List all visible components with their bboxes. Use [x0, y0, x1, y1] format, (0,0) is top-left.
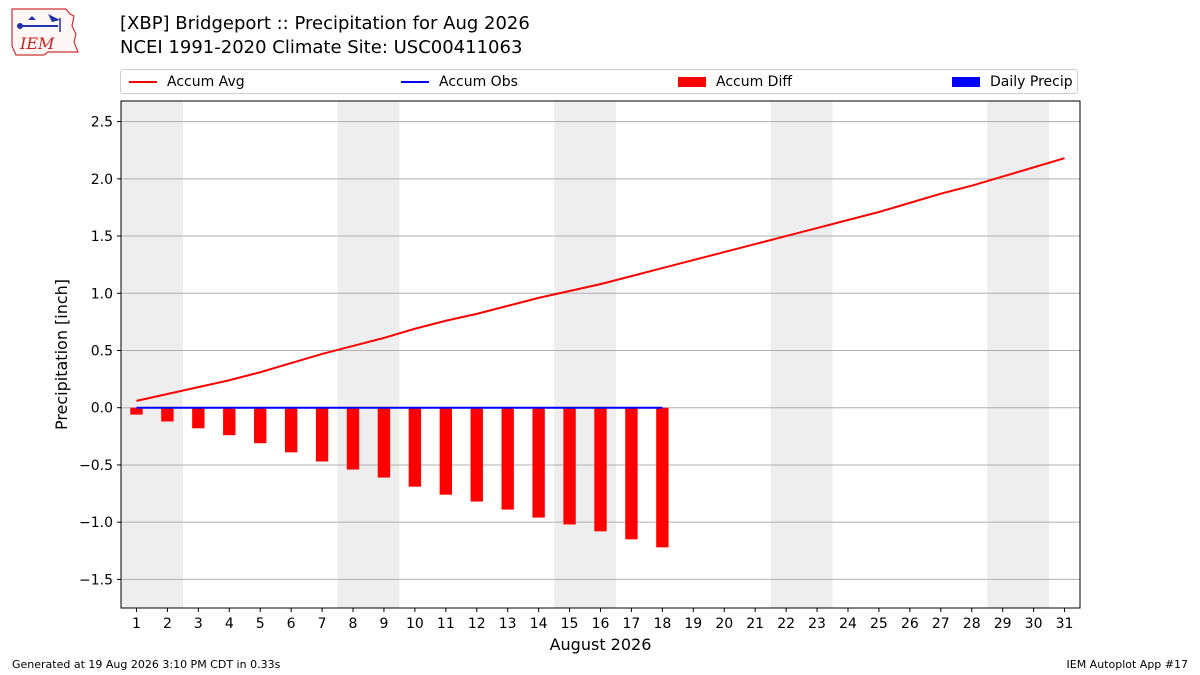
x-tick-label: 23: [808, 616, 826, 632]
weekend-shade-2: [337, 101, 400, 608]
y-tick-label: 1.0: [91, 286, 113, 302]
x-tick-label: 12: [468, 616, 486, 632]
logo-text: IEM: [19, 34, 55, 53]
y-tick-label: 1.5: [91, 229, 113, 245]
bar-accum-diff-1: [130, 407, 143, 415]
x-tick-label: 6: [287, 616, 296, 632]
x-tick-label: 30: [1025, 616, 1043, 632]
bar-accum-diff-2: [161, 407, 174, 422]
weekend-shade-4: [770, 101, 833, 608]
line-accum-avg: [136, 157, 1065, 402]
x-tick-label: 18: [653, 616, 671, 632]
y-tick-label: 2.0: [91, 172, 113, 188]
x-tick-label: 9: [379, 616, 388, 632]
weekend-shade-5: [987, 101, 1050, 608]
plot-frame: [120, 100, 1081, 609]
bar-accum-diff-9: [377, 407, 391, 478]
bar-accum-diff-4: [223, 407, 236, 436]
x-tick-label: 7: [318, 616, 327, 632]
legend-swatch-accum-diff: [678, 76, 706, 87]
bar-accum-diff-16: [594, 407, 607, 532]
bar-accum-diff-7: [315, 407, 329, 462]
chart-legend: Accum Avg Accum Obs Accum Diff Daily Pre…: [120, 69, 1078, 94]
x-tick-label: 17: [623, 616, 641, 632]
legend-label-daily-precip: Daily Precip: [990, 73, 1073, 90]
bar-accum-diff-5: [254, 407, 267, 444]
x-tick-label: 28: [963, 616, 981, 632]
y-tick-label: 0.0: [91, 401, 113, 417]
legend-swatch-daily-precip: [952, 76, 980, 87]
bar-accum-diff-14: [532, 407, 545, 518]
weekend-shade-1: [121, 101, 183, 608]
x-tick-label: 26: [901, 616, 919, 632]
x-tick-label: 5: [256, 616, 265, 632]
y-tick-label: −1.5: [79, 572, 113, 588]
y-axis-label: Precipitation [inch]: [52, 279, 71, 430]
footer-generated: Generated at 19 Aug 2026 3:10 PM CDT in …: [12, 658, 281, 671]
x-tick-label: 13: [499, 616, 517, 632]
bar-accum-diff-8: [346, 407, 360, 470]
x-tick-label: 8: [349, 616, 358, 632]
x-tick-label: 29: [994, 616, 1012, 632]
x-tick-label: 11: [437, 616, 455, 632]
x-tick-label: 1: [132, 616, 141, 632]
x-tick-label: 10: [406, 616, 424, 632]
bar-accum-diff-10: [408, 407, 422, 487]
y-tick-label: 0.5: [91, 343, 113, 359]
x-tick-label: 15: [561, 616, 579, 632]
chart-title-block: [XBP] Bridgeport :: Precipitation for Au…: [120, 12, 530, 60]
legend-label-accum-obs: Accum Obs: [439, 73, 518, 90]
legend-label-accum-diff: Accum Diff: [716, 73, 793, 90]
x-tick-label: 19: [684, 616, 702, 632]
bar-accum-diff-11: [439, 407, 453, 495]
legend-item-accum-obs: Accum Obs: [401, 70, 518, 93]
y-tick-label: −1.0: [79, 515, 113, 531]
legend-swatch-accum-avg: [129, 80, 157, 83]
chart-subtitle: NCEI 1991-2020 Climate Site: USC00411063: [120, 37, 523, 58]
legend-item-daily-precip: Daily Precip: [952, 70, 1073, 93]
bar-accum-diff-13: [501, 407, 514, 510]
x-tick-label: 14: [530, 616, 548, 632]
bar-accum-diff-17: [625, 407, 638, 540]
legend-item-accum-avg: Accum Avg: [129, 70, 245, 93]
x-tick-label: 22: [777, 616, 795, 632]
bar-accum-diff-15: [563, 407, 576, 525]
legend-swatch-accum-obs: [401, 80, 429, 83]
y-tick-label: −0.5: [79, 458, 113, 474]
bar-accum-diff-3: [192, 407, 205, 429]
iem-logo[interactable]: IEM: [8, 6, 80, 58]
x-tick-label: 25: [870, 616, 888, 632]
bar-accum-diff-12: [470, 407, 483, 502]
footer-app: IEM Autoplot App #17: [1066, 658, 1189, 671]
bar-accum-diff-6: [284, 407, 298, 453]
x-tick-label: 4: [225, 616, 234, 632]
x-tick-label: 2: [163, 616, 172, 632]
bar-accum-diff-18: [656, 407, 669, 548]
x-axis-label: August 2026: [550, 635, 652, 654]
x-tick-label: 31: [1056, 616, 1074, 632]
legend-label-accum-avg: Accum Avg: [167, 73, 245, 90]
legend-item-accum-diff: Accum Diff: [678, 70, 792, 93]
y-tick-label: 2.5: [91, 115, 113, 131]
x-tick-label: 24: [839, 616, 857, 632]
weekend-shade-3: [554, 101, 616, 608]
x-tick-label: 16: [592, 616, 610, 632]
x-tick-label: 27: [932, 616, 950, 632]
iem-logo-icon: IEM: [11, 8, 79, 56]
x-tick-label: 21: [746, 616, 764, 632]
chart-title: [XBP] Bridgeport :: Precipitation for Au…: [120, 13, 530, 34]
x-tick-label: 20: [715, 616, 733, 632]
x-tick-label: 3: [194, 616, 203, 632]
